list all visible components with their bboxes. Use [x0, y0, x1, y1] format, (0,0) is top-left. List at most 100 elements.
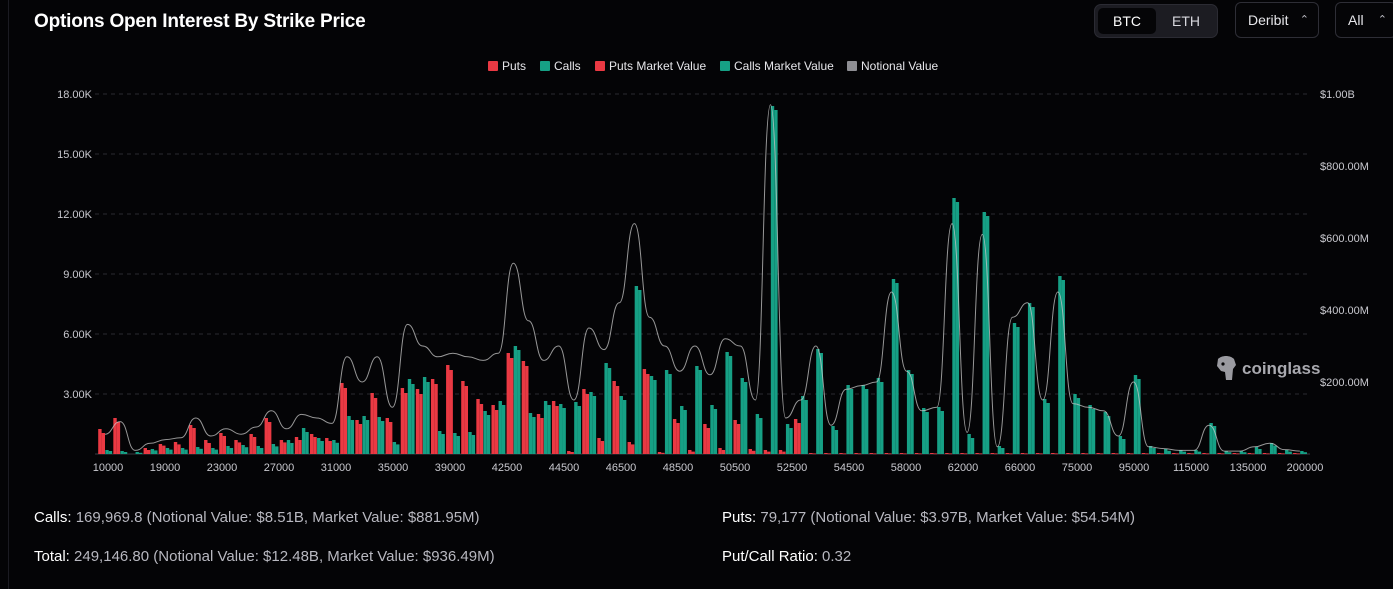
calls-bar — [740, 378, 744, 454]
calls-market-value-bar — [259, 448, 264, 454]
x-tick-label: 23000 — [207, 462, 238, 474]
calls-bar — [1118, 436, 1123, 454]
calls-bar — [952, 198, 956, 454]
x-tick-label: 135000 — [1230, 462, 1267, 474]
puts-market-value-bar — [903, 453, 907, 455]
puts-bar — [1066, 453, 1070, 454]
x-tick-label: 200000 — [1287, 462, 1324, 474]
puts-bar — [476, 399, 480, 454]
calls-bar — [876, 378, 881, 454]
calls-market-value-bar — [154, 450, 158, 454]
puts-market-value-bar — [1114, 453, 1119, 455]
calls-bar — [392, 442, 397, 454]
puts-market-value-bar — [162, 445, 166, 454]
puts-market-value-bar — [736, 424, 741, 454]
puts-summary: Puts: 79,177 (Notional Value: $3.97B, Ma… — [722, 509, 1135, 526]
calls-market-value-bar — [910, 374, 914, 454]
calls-market-value-bar — [849, 389, 854, 454]
tab-eth[interactable]: ETH — [1172, 13, 1200, 29]
y-axis-left: 18.00K 15.00K 12.00K 9.00K 6.00K 3.00K — [57, 89, 93, 401]
puts-bar — [809, 453, 813, 454]
y-axis-right: $1.00B $800.00M $600.00M $400.00M $200.00M — [1320, 89, 1369, 389]
legend-label: Calls — [554, 59, 581, 73]
puts-market-value-bar — [101, 433, 105, 454]
puts-bar — [824, 453, 828, 454]
tab-btc[interactable]: BTC — [1098, 8, 1156, 34]
y-right-tick-label: $600.00M — [1320, 233, 1369, 245]
x-tick-label: 48500 — [663, 462, 694, 474]
calls-market-value-bar — [864, 389, 869, 454]
puts-bar — [960, 453, 964, 454]
calls-bar — [407, 379, 412, 454]
calls-market-value-bar — [1031, 307, 1035, 454]
x-axis: 10000 19000 23000 27000 31000 35000 39000 42500… — [93, 462, 1324, 474]
legend-swatch — [720, 61, 730, 71]
puts-market-value-bar — [933, 453, 937, 455]
puts-market-value-bar — [343, 388, 347, 454]
calls-bar — [1148, 446, 1153, 454]
puts-bar — [158, 444, 163, 454]
calls-bar — [664, 370, 669, 454]
puts-market-value-bar — [600, 441, 605, 454]
calls-bar — [196, 447, 200, 454]
calls-bar — [619, 396, 623, 454]
calls-bar — [468, 432, 472, 454]
puts-market-value-bar — [1039, 453, 1043, 455]
puts-bar — [98, 429, 102, 454]
calls-market-value-bar — [607, 368, 612, 454]
calls-market-value-bar — [1182, 451, 1186, 454]
calls-bar — [997, 446, 1002, 454]
puts-market-value-bar — [1296, 453, 1300, 455]
puts-bar — [899, 453, 904, 454]
calls-bar — [438, 431, 442, 454]
calls-market-value-bar — [532, 417, 536, 454]
calls-market-value-bar — [184, 449, 188, 454]
calls-bar — [105, 450, 109, 454]
calls-market-value-bar — [955, 202, 960, 454]
calls-market-value-bar — [577, 406, 581, 454]
puts-market-value-bar — [676, 423, 680, 454]
expiry-select[interactable]: All ⌃ — [1335, 2, 1393, 38]
calls-market-value-bar — [456, 436, 460, 454]
calls-market-value-bar — [108, 451, 113, 454]
calls-market-value-bar — [1197, 451, 1202, 454]
calls-market-value-bar — [743, 382, 748, 454]
puts-market-value-bar — [1009, 453, 1013, 455]
calls-summary: Calls: 169,969.8 (Notional Value: $8.51B… — [34, 509, 480, 526]
puts-bar — [1172, 453, 1176, 454]
chart-legend: Puts Calls Puts Market Value Calls Market V… — [488, 59, 938, 73]
exchange-select[interactable]: Deribit ⌃ — [1235, 2, 1319, 38]
puts-market-value-bar — [1130, 453, 1134, 455]
puts-bar — [1202, 453, 1206, 454]
puts-bar — [1293, 453, 1297, 454]
x-tick-label: 31000 — [321, 462, 352, 474]
puts-market-value-bar — [963, 453, 968, 455]
puts-bar — [249, 434, 253, 454]
puts-bar — [143, 448, 147, 454]
calls-market-value-bar — [396, 444, 400, 454]
puts-market-value-bar — [373, 398, 378, 454]
puts-market-value-bar — [1084, 453, 1089, 455]
calls-market-value-bar — [895, 283, 899, 454]
puts-bar — [839, 453, 843, 454]
calls-bar — [332, 440, 336, 454]
calls-bar — [710, 405, 714, 454]
puts-market-value-bar — [918, 453, 922, 455]
calls-bar — [680, 406, 684, 454]
calls-bar — [1133, 375, 1138, 454]
puts-market-value-bar — [479, 404, 484, 454]
calls-bar — [967, 434, 971, 454]
puts-bar — [930, 453, 934, 454]
puts-bar — [370, 393, 374, 454]
updown-chevron-icon: ⌃ — [1299, 14, 1309, 26]
puts-bar — [778, 450, 783, 454]
puts-market-value-bar — [585, 394, 589, 454]
puts-bar — [400, 388, 405, 454]
calls-bar — [498, 401, 502, 454]
calls-market-value-bar — [1273, 445, 1277, 454]
puts-market-value-bar — [1054, 453, 1058, 455]
calls-market-value-bar — [1046, 403, 1050, 454]
calls-bar — [1269, 443, 1274, 454]
x-tick-label: 19000 — [150, 462, 181, 474]
puts-market-value-bar — [509, 358, 514, 454]
